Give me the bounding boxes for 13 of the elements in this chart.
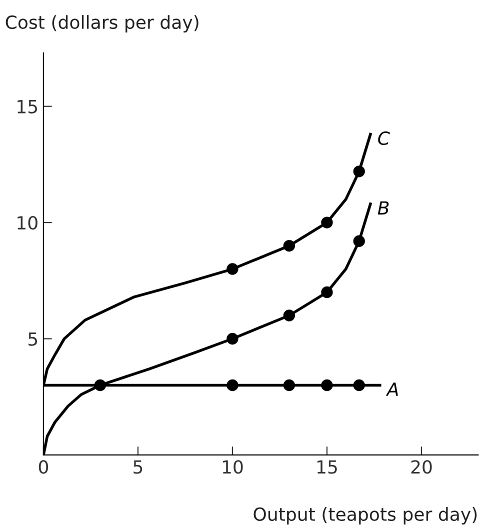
series-label: C: [378, 131, 390, 146]
series-label: A: [386, 382, 398, 396]
y-tick-label: 5: [28, 332, 38, 346]
y-tick-label: 15: [18, 100, 38, 114]
x-tick-label: 10: [222, 460, 243, 474]
series-label: B: [378, 201, 389, 214]
y-axis-title: Cost (dollars per day): [6, 15, 198, 33]
x-tick-label: 0: [38, 460, 48, 474]
x-tick-label: 15: [317, 460, 337, 474]
x-axis-title: Output (teapots per day): [254, 507, 477, 525]
x-tick-label: 5: [134, 460, 142, 474]
y-tick-label: 10: [18, 216, 38, 230]
x-tick-label: 20: [411, 460, 432, 474]
